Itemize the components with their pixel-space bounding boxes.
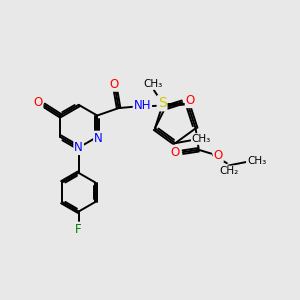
Text: O: O [214,148,223,162]
Text: CH₃: CH₃ [247,156,266,166]
Text: O: O [33,96,43,109]
Text: CH₂: CH₂ [219,167,238,176]
Text: O: O [171,146,180,159]
Text: N: N [74,141,83,154]
Text: N: N [94,132,103,145]
Text: O: O [186,94,195,107]
Text: F: F [75,223,82,236]
Text: CH₃: CH₃ [192,134,211,144]
Text: CH₃: CH₃ [143,79,163,89]
Text: NH: NH [134,99,151,112]
Text: S: S [158,96,167,110]
Text: O: O [110,78,119,91]
